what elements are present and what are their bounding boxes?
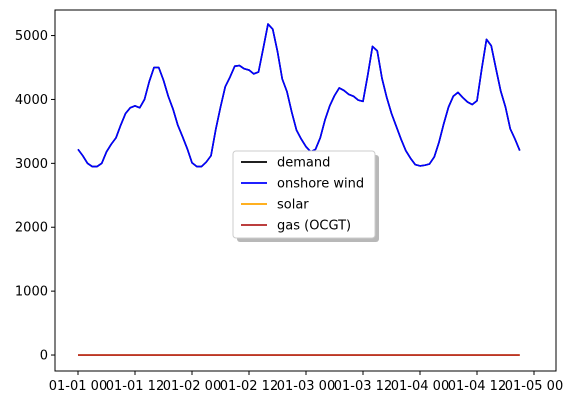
y-tick-label: 2000 <box>15 221 48 236</box>
y-tick-label: 3000 <box>15 157 48 172</box>
x-tick-label: 01-04 00 <box>391 379 449 394</box>
legend-label-solar: solar <box>277 198 309 213</box>
x-tick-label: 01-02 00 <box>163 379 221 394</box>
x-tick-label: 01-01 12 <box>106 379 164 394</box>
legend-label-onshore-wind: onshore wind <box>277 177 364 192</box>
y-axis: 0 1000 2000 3000 4000 5000 <box>15 29 55 364</box>
x-tick-label: 01-04 12 <box>448 379 506 394</box>
series-layer <box>77 23 521 356</box>
y-tick-label: 5000 <box>15 29 48 44</box>
x-tick-label: 01-01 00 <box>49 379 107 394</box>
y-tick-label: 0 <box>40 349 48 364</box>
legend-label-gas-ocgt: gas (OCGT) <box>277 219 351 234</box>
x-tick-label: 01-03 12 <box>334 379 392 394</box>
y-tick-label: 4000 <box>15 93 48 108</box>
y-tick-label: 1000 <box>15 285 48 300</box>
series-line-onshore-wind <box>77 23 521 168</box>
legend: demand onshore wind solar gas (OCGT) <box>232 150 379 242</box>
x-tick-label: 01-05 00 <box>505 379 563 394</box>
x-tick-label: 01-02 12 <box>220 379 278 394</box>
x-tick-label: 01-03 00 <box>277 379 335 394</box>
legend-box <box>232 150 376 239</box>
legend-label-demand: demand <box>277 156 330 171</box>
